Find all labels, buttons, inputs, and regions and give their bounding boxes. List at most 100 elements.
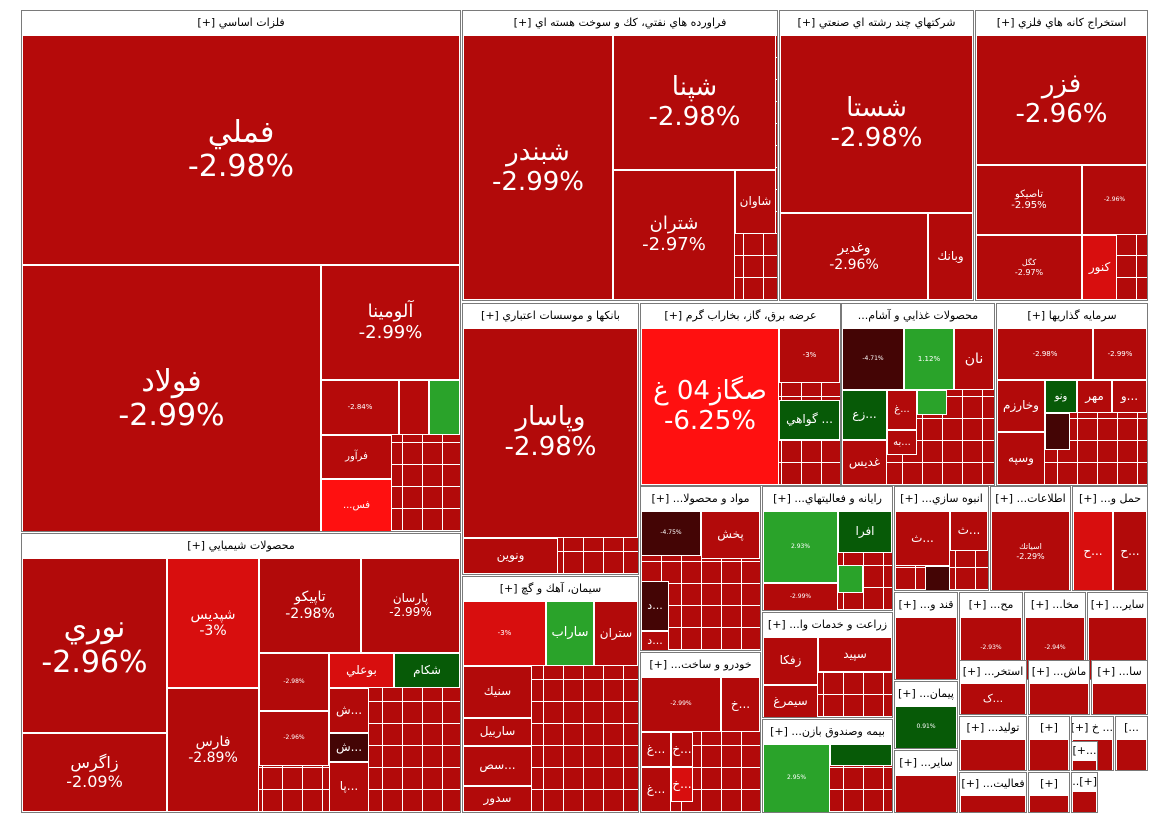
stock-tile[interactable] bbox=[429, 380, 460, 435]
stock-tile[interactable]: ...غ bbox=[641, 732, 671, 767]
stock-tile[interactable]: فس... bbox=[321, 479, 392, 531]
stock-tile[interactable]: ...سص bbox=[463, 746, 532, 786]
stock-tile[interactable]: ...خ bbox=[671, 732, 693, 767]
stock-tile[interactable]: ستران bbox=[594, 601, 638, 666]
stock-tile[interactable]: -2.84% bbox=[321, 380, 399, 435]
stock-tile[interactable]: شاوان bbox=[735, 170, 776, 234]
sector-header[interactable]: بيمه وصندوق بازن... [+] bbox=[763, 720, 892, 745]
stock-tile[interactable]: ساراب bbox=[546, 601, 594, 666]
sector-header[interactable]: ...] bbox=[1116, 717, 1147, 740]
stock-tile[interactable]: ...ح bbox=[1073, 511, 1113, 590]
sector-header[interactable]: [+]... bbox=[1072, 773, 1097, 792]
stock-tile[interactable]: -2.99% bbox=[641, 677, 721, 732]
stock-tile[interactable] bbox=[1072, 791, 1097, 812]
sector-header[interactable]: فلزات اساسي [+] bbox=[22, 11, 460, 36]
stock-tile[interactable]: سنيك bbox=[463, 666, 532, 718]
stock-tile[interactable] bbox=[1072, 760, 1097, 770]
stock-tile[interactable]: ...غ bbox=[641, 767, 671, 812]
sector-header[interactable]: شركتهاي چند رشته اي صنعتي [+] bbox=[780, 11, 973, 36]
sector-header[interactable]: سيمان، آهك و گچ [+] bbox=[463, 577, 638, 602]
stock-tile[interactable]: تاپيكو -2.98% bbox=[259, 558, 361, 653]
stock-tile[interactable]: افرا bbox=[838, 511, 892, 553]
sector-header[interactable]: ...+] bbox=[1072, 742, 1097, 761]
sector-header[interactable]: خودرو و ساخت... [+] bbox=[641, 653, 760, 678]
sector-header[interactable]: پيمان... [+] bbox=[895, 682, 957, 707]
stock-tile[interactable] bbox=[1045, 413, 1070, 450]
stock-tile[interactable] bbox=[960, 739, 1026, 770]
stock-tile[interactable]: وپاسار -2.98% bbox=[463, 328, 638, 538]
stock-tile[interactable]: ونو bbox=[1045, 380, 1077, 413]
stock-tile[interactable]: 2.95% bbox=[763, 744, 830, 812]
stock-tile[interactable]: كنور bbox=[1082, 235, 1117, 300]
stock-tile[interactable]: غديس bbox=[842, 440, 887, 485]
stock-tile[interactable] bbox=[830, 744, 892, 766]
stock-tile[interactable]: نوري -2.96% bbox=[22, 558, 167, 733]
stock-tile[interactable]: ...ش bbox=[329, 733, 369, 762]
sector-header[interactable]: ماش... [+] bbox=[1029, 661, 1089, 684]
sector-header[interactable]: محصولات غذايي و آشام... bbox=[842, 304, 994, 329]
stock-tile[interactable]: -4.71% bbox=[842, 328, 904, 390]
stock-tile[interactable]: -2.99% bbox=[763, 583, 838, 610]
stock-tile[interactable]: وبانك bbox=[928, 213, 973, 300]
stock-tile[interactable]: ساربيل bbox=[463, 718, 532, 746]
stock-tile[interactable]: پخش bbox=[701, 511, 760, 559]
sector-header[interactable]: [+] bbox=[1029, 773, 1069, 796]
sector-header[interactable]: رايانه و فعاليتهاي... [+] bbox=[763, 487, 892, 512]
stock-tile[interactable] bbox=[1092, 683, 1147, 714]
stock-tile[interactable]: آلومينا -2.99% bbox=[321, 265, 460, 380]
stock-tile[interactable] bbox=[960, 795, 1026, 812]
stock-tile[interactable]: ...ک bbox=[960, 683, 1026, 714]
stock-tile[interactable] bbox=[838, 565, 863, 593]
sector-header[interactable]: ... خ [+] bbox=[1072, 717, 1113, 740]
sector-header[interactable]: سرمايه گذاريها [+] bbox=[997, 304, 1147, 329]
stock-tile[interactable]: ...د bbox=[641, 631, 669, 650]
sector-header[interactable]: زراعت و خدمات وا... [+] bbox=[763, 613, 892, 638]
stock-tile[interactable]: ...به bbox=[887, 430, 917, 455]
stock-tile[interactable]: شپنا -2.98% bbox=[613, 35, 776, 170]
stock-tile[interactable] bbox=[1029, 683, 1089, 714]
stock-tile[interactable]: شبندر -2.99% bbox=[463, 35, 613, 300]
stock-tile[interactable]: وسپه bbox=[997, 432, 1045, 485]
stock-tile[interactable]: وخارزم bbox=[997, 380, 1045, 432]
stock-tile[interactable] bbox=[1116, 739, 1147, 770]
stock-tile[interactable]: ...ش bbox=[329, 688, 369, 733]
sector-header[interactable]: حمل و... [+] bbox=[1073, 487, 1147, 512]
sector-header[interactable]: [+] bbox=[1029, 717, 1069, 740]
stock-tile[interactable]: فولاد -2.99% bbox=[22, 265, 321, 531]
sector-header[interactable]: انبوه سازي... [+] bbox=[895, 487, 988, 512]
stock-tile[interactable]: ...غ bbox=[887, 390, 917, 430]
stock-tile[interactable] bbox=[1029, 795, 1069, 812]
stock-tile[interactable]: -2.98% bbox=[259, 653, 329, 711]
stock-tile[interactable]: -2.98% bbox=[997, 328, 1093, 380]
stock-tile[interactable]: ...د bbox=[641, 581, 669, 631]
stock-tile[interactable]: زفكا bbox=[763, 637, 818, 685]
stock-tile[interactable]: زاگرس -2.09% bbox=[22, 733, 167, 812]
sector-header[interactable]: مواد و محصولا... [+] bbox=[641, 487, 760, 512]
stock-tile[interactable]: ...ث bbox=[895, 511, 950, 566]
stock-tile[interactable]: فملي -2.98% bbox=[22, 35, 460, 265]
sector-header[interactable]: محصولات شيميايي [+] bbox=[22, 534, 460, 559]
stock-tile[interactable]: ...ث bbox=[950, 511, 988, 551]
sector-header[interactable]: قند و... [+] bbox=[895, 593, 957, 618]
stock-tile[interactable]: شتران -2.97% bbox=[613, 170, 735, 300]
sector-header[interactable]: سا... [+] bbox=[1092, 661, 1147, 684]
stock-tile[interactable]: 1.12% bbox=[904, 328, 954, 390]
stock-tile[interactable]: كگل -2.97% bbox=[976, 235, 1082, 300]
stock-tile[interactable]: -2.96% bbox=[259, 711, 329, 766]
stock-tile[interactable]: ...خ bbox=[671, 767, 693, 802]
stock-tile[interactable]: بوعلي bbox=[329, 653, 394, 688]
stock-tile[interactable]: نان bbox=[954, 328, 994, 390]
stock-tile[interactable] bbox=[925, 566, 950, 590]
stock-tile[interactable]: 0.91% bbox=[895, 706, 957, 748]
stock-tile[interactable]: ... گواهي bbox=[779, 400, 840, 440]
stock-tile[interactable]: سپيد bbox=[818, 637, 892, 672]
stock-tile[interactable]: شستا -2.98% bbox=[780, 35, 973, 213]
stock-tile[interactable]: -2.96% bbox=[1082, 165, 1147, 235]
stock-tile[interactable]: اسياتك -2.29% bbox=[991, 511, 1070, 590]
stock-tile[interactable] bbox=[917, 390, 947, 415]
stock-tile[interactable]: -3% bbox=[779, 328, 840, 383]
sector-header[interactable]: استخر... [+] bbox=[960, 661, 1026, 684]
stock-tile[interactable]: صگاز04 غ -6.25% bbox=[641, 328, 779, 485]
sector-header[interactable]: مح... [+] bbox=[960, 593, 1022, 618]
stock-tile[interactable]: -2.99% bbox=[1093, 328, 1147, 380]
